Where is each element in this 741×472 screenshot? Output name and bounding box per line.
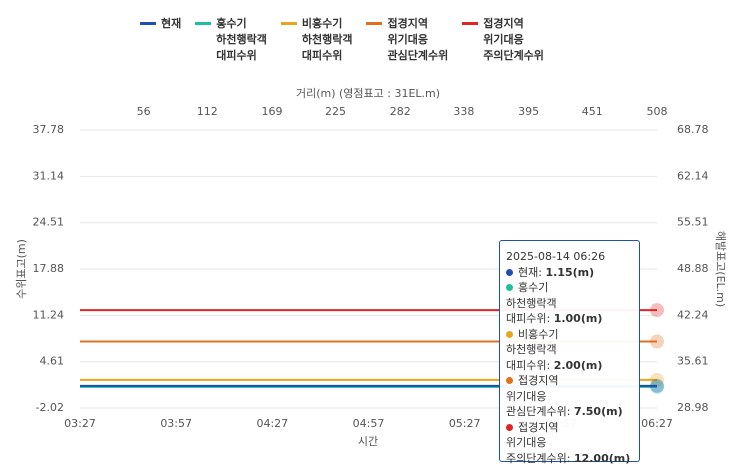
- tooltip-name: 현재: [518, 266, 545, 279]
- legend-swatch: [140, 22, 156, 25]
- hover-marker: [650, 303, 664, 318]
- x2-axis-title: 거리(m) (영점표고 : 31EL.m): [296, 87, 440, 100]
- x2-tick-label: 112: [197, 105, 218, 118]
- y2-tick-label: 48.88: [677, 262, 709, 275]
- tooltip-dot: [506, 423, 513, 431]
- tooltip-title: 2025-08-14 06:26: [506, 250, 606, 263]
- tooltip-value: 2.00(m): [553, 358, 603, 372]
- x-tick-label: 03:57: [160, 417, 192, 430]
- y-tick-label: 4.61: [40, 355, 65, 368]
- x-tick-label: 06:27: [641, 417, 673, 430]
- tooltip-dot: [506, 330, 513, 338]
- tooltip-value: 1.15(m): [545, 265, 595, 279]
- tooltip-name: 접경지역 위기대응 관심단계수위: [506, 374, 574, 418]
- y2-tick-label: 62.14: [677, 169, 709, 182]
- y2-axis-title: 해발표고(EL.m): [714, 231, 728, 307]
- hover-marker: [650, 378, 664, 393]
- tooltip-dot: [506, 284, 513, 291]
- y2-tick-label: 35.61: [677, 355, 709, 368]
- y-tick-label: 11.24: [33, 308, 65, 321]
- tooltip-row: 비홍수기 하천행락객 대피수위2.00(m): [506, 327, 633, 374]
- x2-tick-label: 169: [261, 105, 282, 118]
- legend-swatch: [280, 22, 297, 25]
- tooltip-row: 현재1.15(m): [506, 265, 633, 281]
- x2-tick-label: 282: [390, 105, 411, 118]
- y-axis-title: 수위표고(m): [15, 239, 28, 299]
- y2-tick-label: 42.24: [677, 308, 709, 321]
- legend-swatch: [366, 22, 383, 25]
- legend-label: 현재: [161, 17, 182, 30]
- tooltip: 2025-08-14 06:26현재1.15(m)홍수기 하천행락객 대피수위1…: [499, 240, 640, 465]
- hover-marker: [650, 372, 664, 387]
- x-axis-title: 시간: [358, 435, 378, 448]
- tooltip-name: 홍수기 하천행락객 대피수위: [506, 281, 557, 325]
- legend-swatch: [462, 22, 479, 25]
- hover-marker: [650, 379, 664, 394]
- x-tick-label: 05:27: [449, 417, 481, 430]
- x2-tick-label: 451: [582, 105, 603, 118]
- legend-label: 비홍수기 하천행락객 대피수위: [301, 17, 353, 62]
- x2-tick-label: 395: [518, 105, 539, 118]
- legend-item: 접경지역 위기대응 관심단계수위: [366, 16, 448, 64]
- x2-tick-label: 56: [137, 105, 151, 118]
- tooltip-value: 1.00(m): [553, 312, 603, 325]
- legend-label: 접경지역 위기대응 관심단계수위: [387, 17, 449, 62]
- y-tick-label: -2.02: [36, 401, 64, 414]
- y-tick-label: 17.88: [33, 262, 65, 275]
- y-tick-label: 24.51: [33, 216, 65, 229]
- x2-tick-label: 508: [647, 105, 668, 118]
- y2-tick-label: 55.51: [677, 216, 709, 229]
- y-tick-label: 37.78: [33, 123, 65, 136]
- tooltip-row: 접경지역 위기대응 주의단계수위12.00(m): [506, 420, 633, 467]
- tooltip-row: 홍수기 하천행락객 대피수위1.00(m): [506, 280, 633, 327]
- legend-swatch: [195, 22, 212, 25]
- y2-tick-label: 28.98: [677, 401, 709, 414]
- legend: 현재 홍수기 하천행락객 대피수위 비홍수기 하천행락객 대피수위 접경지역 위기대응…: [140, 16, 544, 64]
- tooltip-value: 7.50(m): [573, 405, 623, 418]
- tooltip-value: 12.00(m): [573, 451, 631, 465]
- legend-item: 현재: [140, 16, 181, 64]
- hover-marker: [650, 334, 664, 349]
- tooltip-row: 접경지역 위기대응 관심단계수위7.50(m): [506, 373, 633, 420]
- tooltip-name: 접경지역 위기대응 주의단계수위: [506, 421, 574, 465]
- legend-label: 홍수기 하천행락객 대피수위: [216, 17, 267, 62]
- x2-tick-label: 338: [453, 105, 474, 118]
- x2-tick-label: 225: [325, 105, 346, 118]
- y2-tick-label: 68.78: [677, 123, 709, 136]
- legend-item: 비홍수기 하천행락객 대피수위: [280, 16, 353, 64]
- legend-item: 접경지역 위기대응 주의단계수위: [462, 16, 544, 64]
- x-tick-label: 04:27: [256, 417, 288, 430]
- tooltip-name: 비홍수기 하천행락객 대피수위: [506, 328, 558, 372]
- x-tick-label: 04:57: [353, 417, 385, 430]
- tooltip-dot: [506, 377, 513, 384]
- legend-item: 홍수기 하천행락객 대피수위: [195, 16, 267, 64]
- x-tick-label: 03:27: [64, 417, 96, 430]
- legend-label: 접경지역 위기대응 주의단계수위: [483, 17, 544, 62]
- tooltip-dot: [506, 268, 513, 276]
- y-tick-label: 31.14: [33, 169, 65, 182]
